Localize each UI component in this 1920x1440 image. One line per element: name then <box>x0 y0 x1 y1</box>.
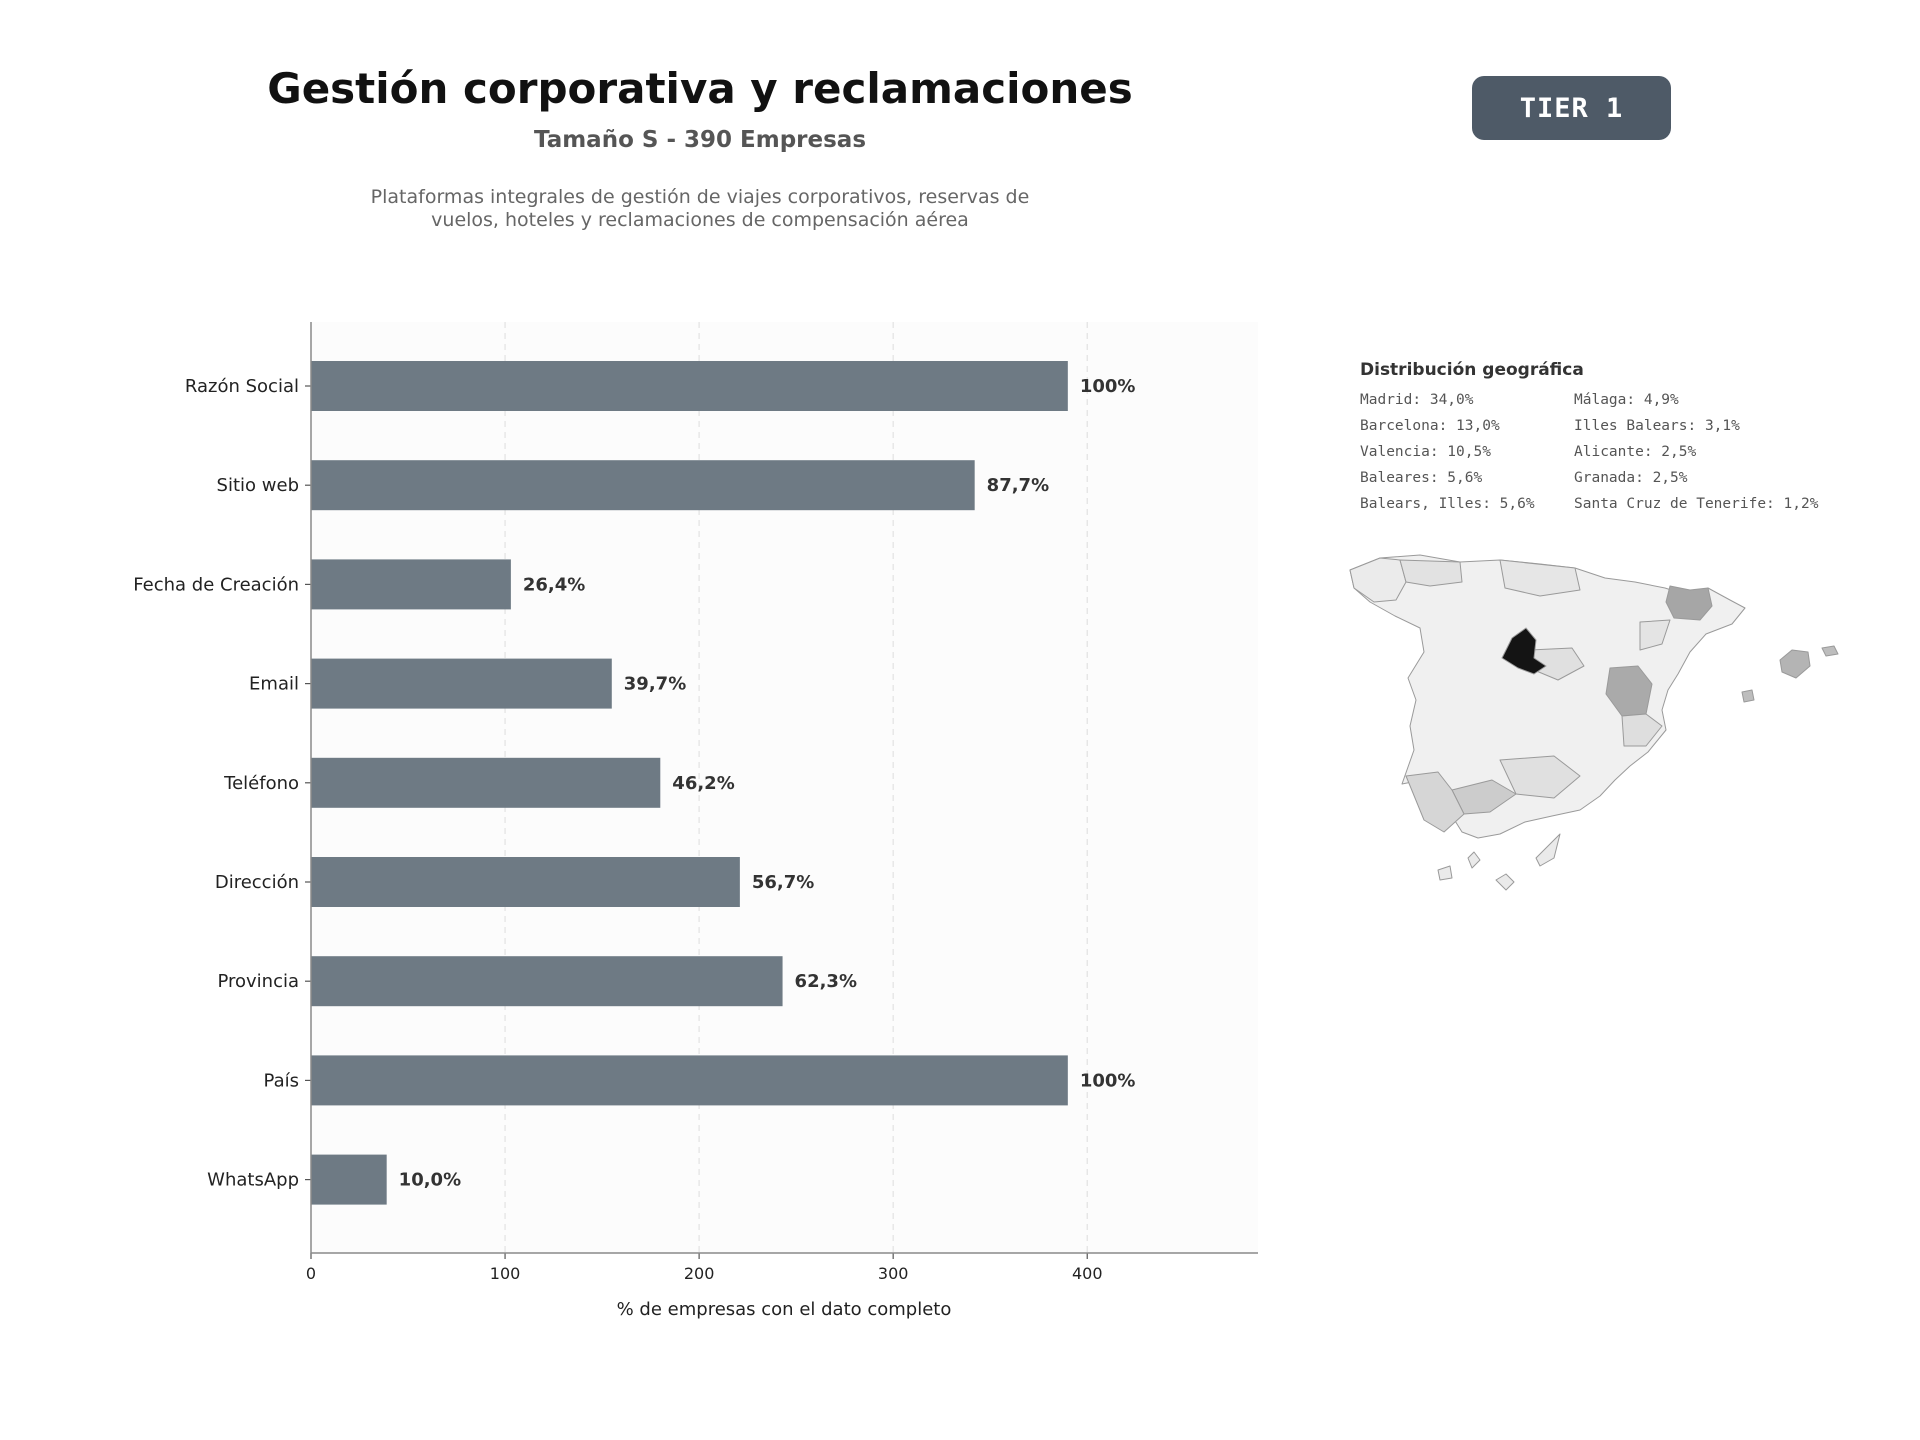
geo-panel: Distribución geográfica Madrid: 34,0% Má… <box>1360 360 1900 516</box>
map-island-tenerife <box>1495 873 1515 891</box>
y-tick-label: Razón Social <box>185 376 299 397</box>
map-region-madrid <box>1501 627 1547 675</box>
page-title: Gestión corporativa y reclamaciones <box>267 64 1133 113</box>
map-island-ibiza <box>1741 689 1755 703</box>
geo-item: Baleares: 5,6% <box>1360 470 1483 486</box>
bar <box>311 1055 1068 1106</box>
x-ticks: 0 100 200 300 400 <box>306 1253 1103 1283</box>
bar <box>311 857 740 907</box>
bar-data-label: 26,4% <box>523 574 585 595</box>
y-tick-label: Fecha de Creación <box>133 574 299 595</box>
bar-data-label: 87,7% <box>987 475 1049 496</box>
y-tick-label: Provincia <box>217 971 299 992</box>
y-tick-label: País <box>264 1070 299 1091</box>
bar <box>311 956 783 1007</box>
x-axis-label: % de empresas con el dato completo <box>617 1299 952 1320</box>
bar <box>311 361 1068 411</box>
map-island-menorca <box>1821 645 1839 657</box>
spain-map <box>1349 554 1839 891</box>
map-island-fuerteventura <box>1535 833 1561 867</box>
page-subtitle: Tamaño S - 390 Empresas <box>533 127 867 153</box>
bar-data-label: 10,0% <box>399 1170 461 1191</box>
page-description: Plataformas integrales de gestión de via… <box>160 186 1240 232</box>
x-tick-label: 200 <box>684 1264 715 1283</box>
x-tick-label: 400 <box>1072 1264 1103 1283</box>
description-line: vuelos, hoteles y reclamaciones de compe… <box>431 209 969 231</box>
y-tick-label: Dirección <box>215 872 299 893</box>
geo-item: Madrid: 34,0% <box>1360 392 1474 408</box>
map-region-asturias <box>1399 559 1463 587</box>
y-tick-label: WhatsApp <box>207 1170 299 1191</box>
bar <box>311 1154 387 1205</box>
geo-item: Málaga: 4,9% <box>1574 392 1679 408</box>
map-region-galicia <box>1349 557 1407 603</box>
bar-data-label: 100% <box>1080 376 1136 397</box>
y-tick-label: Sitio web <box>217 475 299 496</box>
map-region-barcelona <box>1665 585 1713 621</box>
y-tick-label: Teléfono <box>223 773 299 794</box>
map-region-north <box>1499 559 1581 597</box>
bar-data-label: 56,7% <box>752 872 814 893</box>
geo-item: Balears, Illes: 5,6% <box>1360 496 1535 512</box>
bars: 100% 87,7% 26,4% 39,7% 46,2% 56,7% 62,3% 100% 10… <box>311 361 1135 1205</box>
bar <box>311 559 511 610</box>
bar <box>311 460 975 511</box>
bar-chart: 100% 87,7% 26,4% 39,7% 46,2% 56,7% 62,3% 100% 10… <box>133 322 1258 1320</box>
bar-data-label: 62,3% <box>795 971 857 992</box>
map-region-southwest <box>1405 771 1465 833</box>
bar-data-label: 100% <box>1080 1070 1136 1091</box>
geo-item: Santa Cruz de Tenerife: 1,2% <box>1574 496 1819 512</box>
geo-item: Valencia: 10,5% <box>1360 444 1491 460</box>
map-island-mallorca <box>1779 649 1811 679</box>
bar <box>311 658 612 709</box>
y-tick-label: Email <box>249 674 299 695</box>
geo-item: Granada: 2,5% <box>1574 470 1688 486</box>
geo-distribution-list: Madrid: 34,0% Málaga: 4,9% Barcelona: 13… <box>1360 389 1900 516</box>
map-island-la-palma <box>1467 851 1481 869</box>
x-tick-label: 100 <box>490 1264 521 1283</box>
geo-item: Alicante: 2,5% <box>1574 444 1697 460</box>
tier-badge: TIER 1 <box>1472 76 1671 140</box>
geo-item: Illes Balears: 3,1% <box>1574 418 1740 434</box>
bar-data-label: 39,7% <box>624 674 686 695</box>
bar-data-label: 46,2% <box>672 773 734 794</box>
x-tick-label: 0 <box>306 1264 316 1283</box>
bar <box>311 757 661 808</box>
y-tick-labels: Razón Social Sitio web Fecha de Creación Em… <box>133 376 311 1191</box>
description-line: Plataformas integrales de gestión de via… <box>370 186 1030 208</box>
map-region-alicante <box>1621 713 1663 747</box>
geo-item: Barcelona: 13,0% <box>1360 418 1500 434</box>
map-region-granada <box>1499 755 1581 799</box>
map-region-east <box>1639 619 1671 651</box>
x-tick-label: 300 <box>878 1264 909 1283</box>
geo-title: Distribución geográfica <box>1360 360 1584 380</box>
map-island-gran-canaria <box>1437 865 1453 881</box>
